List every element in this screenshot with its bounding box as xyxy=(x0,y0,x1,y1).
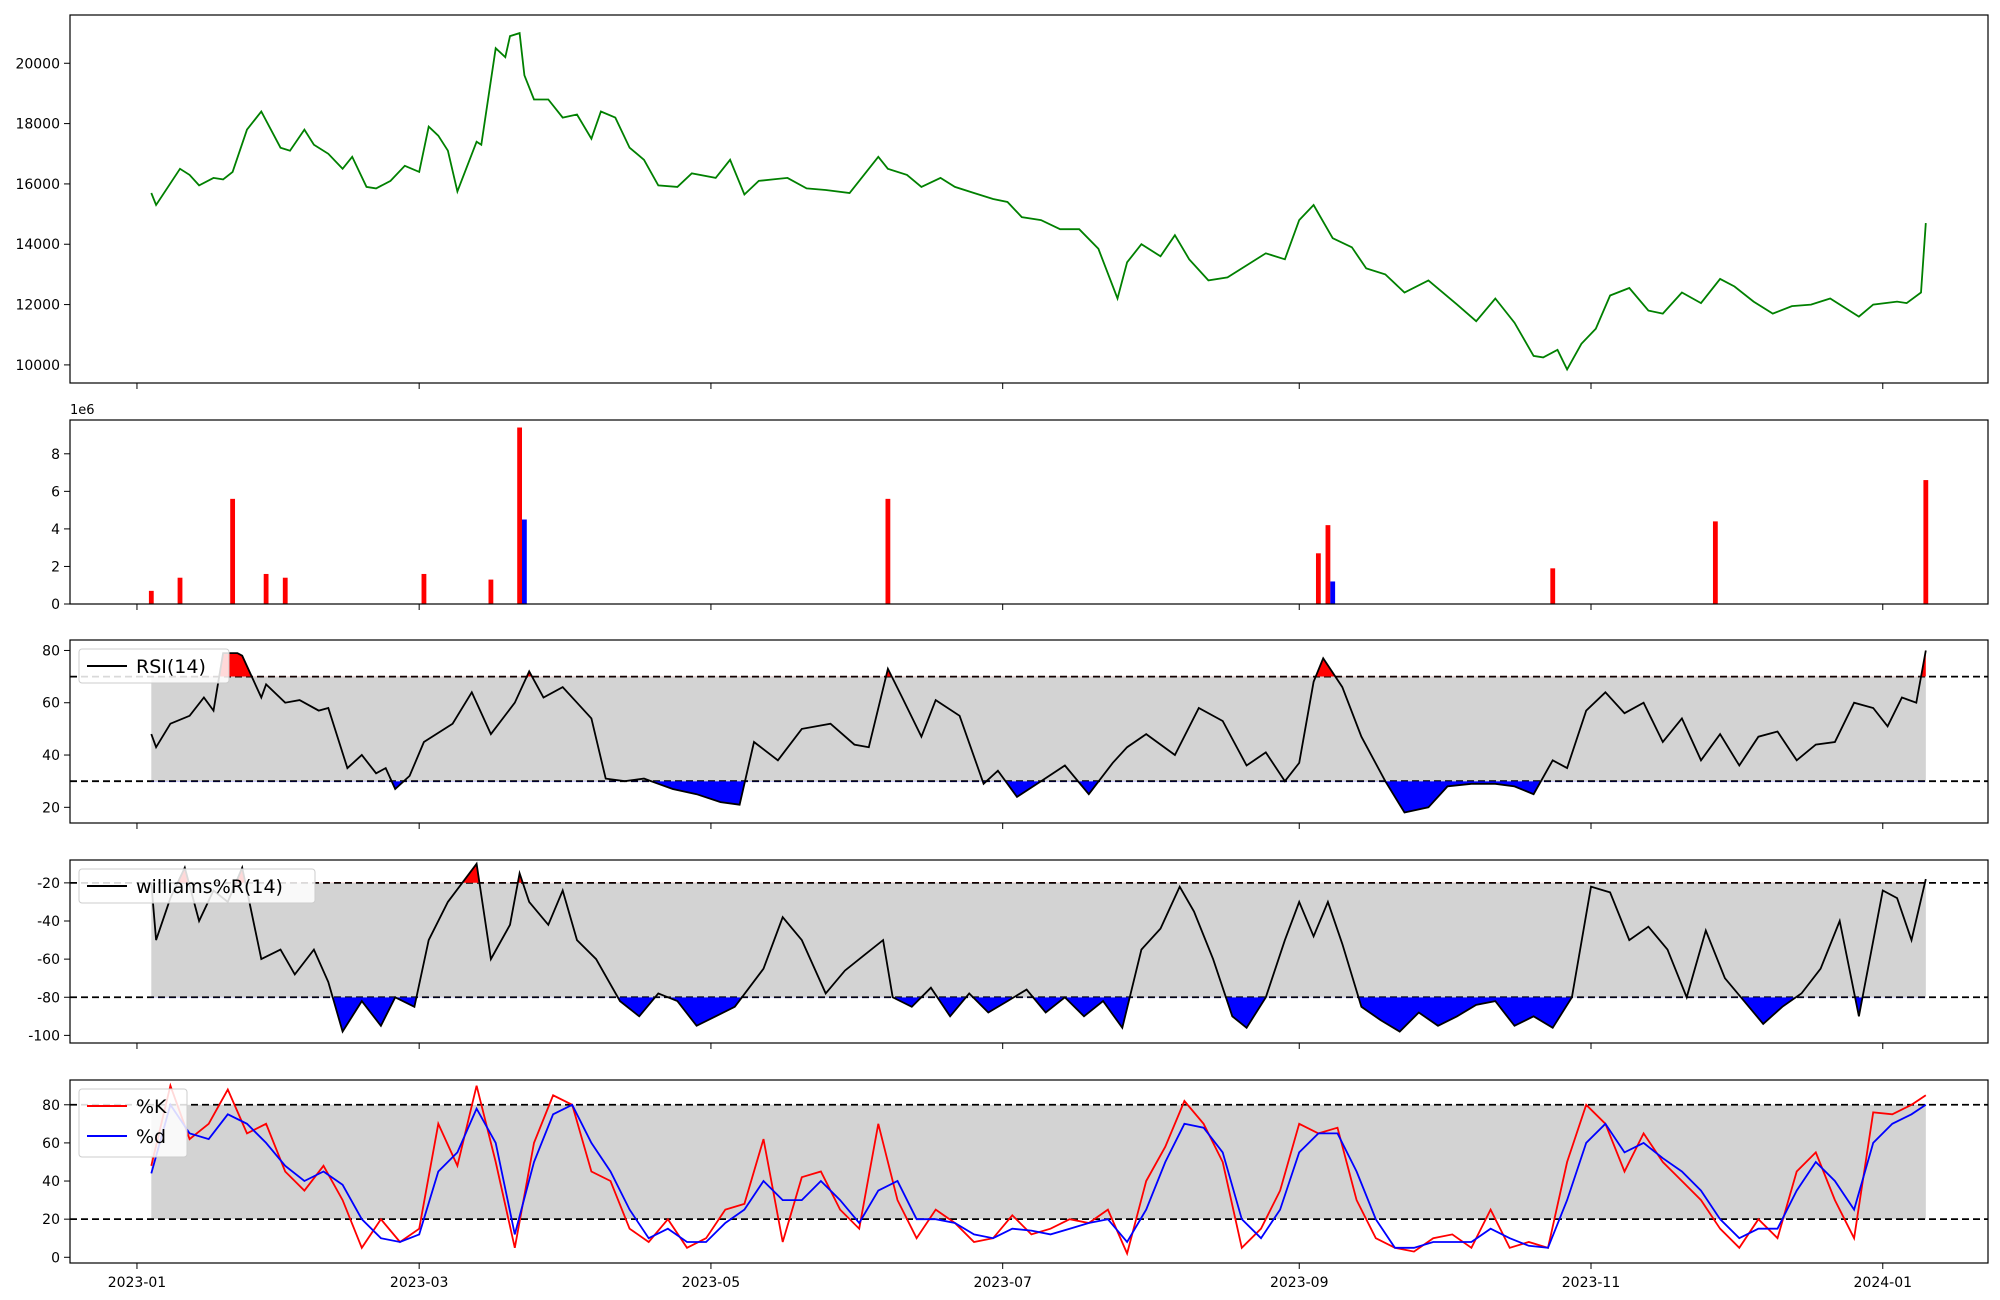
williams-legend-box xyxy=(78,868,316,904)
volume-frame xyxy=(69,419,1989,605)
price-ytick-label: 20000 xyxy=(15,56,60,72)
volume-bar xyxy=(1330,581,1336,604)
rsi-line xyxy=(150,650,1927,814)
price-ytick-label: 12000 xyxy=(15,298,60,314)
rsi-legend-box xyxy=(78,648,230,684)
volume-ytick-label: 6 xyxy=(51,484,60,500)
x-tick-label: 2024-01 xyxy=(1854,1275,1913,1291)
rsi-frame xyxy=(69,639,1989,824)
volume-scale-label: 1e6 xyxy=(70,403,95,418)
stochastic-ytick-label: 20 xyxy=(42,1212,60,1228)
x-tick-label: 2023-05 xyxy=(682,1275,741,1291)
volume-ytick-label: 0 xyxy=(51,597,60,613)
volume-bar xyxy=(1550,568,1556,604)
volume-ytick-label: 2 xyxy=(51,559,60,575)
stochastic-frame xyxy=(69,1079,1989,1264)
stochastic-ytick-label: 80 xyxy=(42,1098,60,1114)
stochastic-legend-box xyxy=(78,1088,188,1158)
price-ytick-label: 14000 xyxy=(15,237,60,253)
stochastic-ytick-label: 0 xyxy=(51,1250,60,1266)
price-ytick-label: 16000 xyxy=(15,177,60,193)
x-tick-label: 2023-11 xyxy=(1562,1275,1621,1291)
volume-bar xyxy=(1315,553,1321,604)
stoch-k-line xyxy=(150,1082,1927,1257)
volume-bar xyxy=(421,573,427,604)
x-tick-label: 2023-07 xyxy=(973,1275,1032,1291)
stochastic-ytick-label: 60 xyxy=(42,1136,60,1152)
x-tick-label: 2023-09 xyxy=(1270,1275,1329,1291)
stoch-d-line xyxy=(150,1102,1927,1249)
rsi-ytick-label: 20 xyxy=(42,800,60,816)
stochastic-band xyxy=(151,1104,1926,1220)
volume-bar xyxy=(263,573,269,604)
williams-legend: williams%R(14) xyxy=(78,868,316,904)
volume-bar xyxy=(885,498,891,604)
rsi-legend: RSI(14) xyxy=(78,648,230,684)
williams-ytick-label: -80 xyxy=(37,990,60,1006)
rsi-ytick-label: 60 xyxy=(42,696,60,712)
williams-ytick-label: -20 xyxy=(37,876,60,892)
rsi-legend-label: RSI(14) xyxy=(136,656,206,678)
x-tick-label: 2023-01 xyxy=(108,1275,167,1291)
stochastic-legend: %K %d xyxy=(78,1088,188,1158)
williams-legend-label: williams%R(14) xyxy=(136,876,283,898)
volume-bar xyxy=(488,579,494,604)
volume-bar xyxy=(1325,525,1331,604)
rsi-ytick-label: 80 xyxy=(42,643,60,659)
volume-bar xyxy=(177,577,183,604)
price-ytick-label: 18000 xyxy=(15,117,60,133)
x-tick-label: 2023-03 xyxy=(390,1275,449,1291)
volume-bar xyxy=(521,519,527,604)
volume-bar xyxy=(1923,480,1929,604)
price-ytick-label: 10000 xyxy=(15,358,60,374)
williams-ytick-label: -60 xyxy=(37,952,60,968)
volume-bar xyxy=(148,590,154,604)
stochastic-legend-label: %K xyxy=(136,1096,167,1118)
williams-ytick-label: -100 xyxy=(28,1028,60,1044)
williams-frame xyxy=(69,859,1989,1044)
volume-bar xyxy=(282,577,288,604)
volume-ytick-label: 8 xyxy=(51,447,60,463)
stochastic-legend-label: %d xyxy=(136,1126,166,1148)
volume-bar xyxy=(1712,521,1718,604)
williams-oversold-fill xyxy=(151,997,1926,1032)
price-frame xyxy=(69,14,1989,384)
volume-bar xyxy=(517,427,523,604)
williams-line xyxy=(150,861,1927,1034)
volume-ytick-label: 4 xyxy=(51,522,60,538)
stochastic-ytick-label: 40 xyxy=(42,1174,60,1190)
rsi-ytick-label: 40 xyxy=(42,748,60,764)
price-line xyxy=(150,31,1927,372)
volume-bar xyxy=(230,498,236,604)
williams-ytick-label: -40 xyxy=(37,914,60,930)
rsi-band xyxy=(151,676,1926,782)
